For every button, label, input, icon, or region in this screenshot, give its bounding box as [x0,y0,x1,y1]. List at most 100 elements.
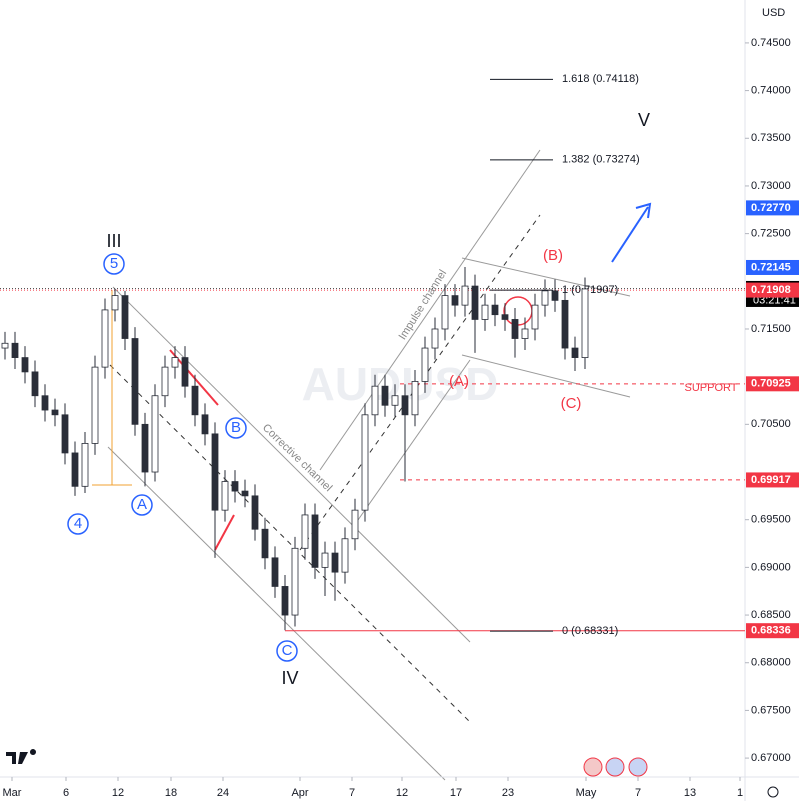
y-tick-label: 0.73500 [751,132,791,144]
price-tag [746,282,799,298]
candle-body [21,357,29,373]
y-tick-label: 0.69500 [751,514,791,526]
candle-body [401,395,409,416]
annotation: Corrective channel [260,422,334,494]
fib-label: 1.382 (0.73274) [562,154,640,166]
candle-body [141,423,149,473]
y-tick-label: 0.68000 [751,657,791,669]
arrow [611,206,649,263]
y-tick-label: 0.67500 [751,704,791,716]
price-tag [746,259,799,275]
candle-body [211,433,219,511]
x-tick-label: 13 [684,787,696,799]
candle-body [361,414,369,511]
candle-body [481,304,489,320]
candle-body [341,538,349,573]
x-tick-label: 7 [635,787,641,799]
annotation: Impulse channel [397,268,450,342]
annotation: A [137,496,147,513]
annotation: 5 [110,255,118,272]
candle-body [551,290,559,301]
candle-body [461,285,469,306]
candle-body [371,385,379,416]
candle-body [451,295,459,306]
x-tick-label: 6 [63,787,69,799]
x-tick-label: May [576,787,597,799]
candle-body [531,304,539,330]
candle-body [561,299,569,349]
price-tag-label: 0.72770 [751,202,791,214]
candle-body [81,443,89,487]
candle-body [111,295,119,311]
candle-body [51,409,59,416]
candle-body [221,481,229,511]
wave-line [214,514,235,551]
x-tick-label: 12 [396,787,408,799]
wave-circle [225,417,247,439]
candle-body [71,452,79,487]
fib-label: 1 (0.71907) [562,284,618,296]
price-tag [746,472,799,488]
wave-circle [131,494,153,516]
arrow-head [635,202,652,219]
candle-body [581,288,589,358]
currency: USD [762,7,785,19]
channel-line [299,214,541,551]
candle-body [161,366,169,397]
annotation: V [638,110,650,130]
annotation: (B) [543,247,563,264]
candle-body [191,385,199,416]
fib-label: 0 (0.68331) [562,625,618,637]
candle-body [521,328,529,339]
price-tag-label: 0.68336 [751,625,791,637]
wave-circle [276,640,298,662]
annotation: B [231,419,241,436]
x-tick-label: 24 [217,787,229,799]
price-tag-label: 0.70925 [751,378,791,390]
logo [6,749,36,764]
annotation: C [282,642,293,659]
channel-line [109,364,471,723]
candle-body [501,314,509,320]
candle-body [421,347,429,382]
candle-body [321,552,329,568]
candle-body [571,347,579,358]
candle-body [541,290,549,306]
settings-icon[interactable] [767,786,779,798]
price-tag [746,200,799,216]
candle-body [171,357,179,368]
x-tick-label: Apr [291,787,308,799]
candle-body [281,586,289,616]
candle-body [351,509,359,540]
y-tick-label: 0.69000 [751,561,791,573]
candle-body [41,395,49,411]
candle-body [31,371,39,397]
candle-body [381,385,389,406]
candle-body [441,295,449,330]
channel-line [461,354,631,398]
x-tick-label: 18 [165,787,177,799]
candle-body [471,285,479,320]
candle-body [101,309,109,368]
price-tag [746,623,799,639]
candle-body [61,414,69,454]
event-icons [583,757,648,777]
candle-body [411,381,419,416]
candle-body [11,342,19,358]
candles [1,267,589,631]
wave-circle [103,253,125,275]
candle-body [181,357,189,387]
candle-body [131,338,139,425]
candle-body [331,552,339,573]
channel-line [461,257,631,297]
channel-line [319,149,541,471]
channel-line [357,359,471,521]
candle-body [241,490,249,497]
candle-body [301,514,309,549]
annotation: (C) [561,395,582,412]
candle-body [121,295,129,339]
annotation: 4 [74,515,82,532]
candle-body [251,495,259,530]
y-tick-label: 0.72500 [751,228,791,240]
x-tick-label: 1 [737,787,743,799]
